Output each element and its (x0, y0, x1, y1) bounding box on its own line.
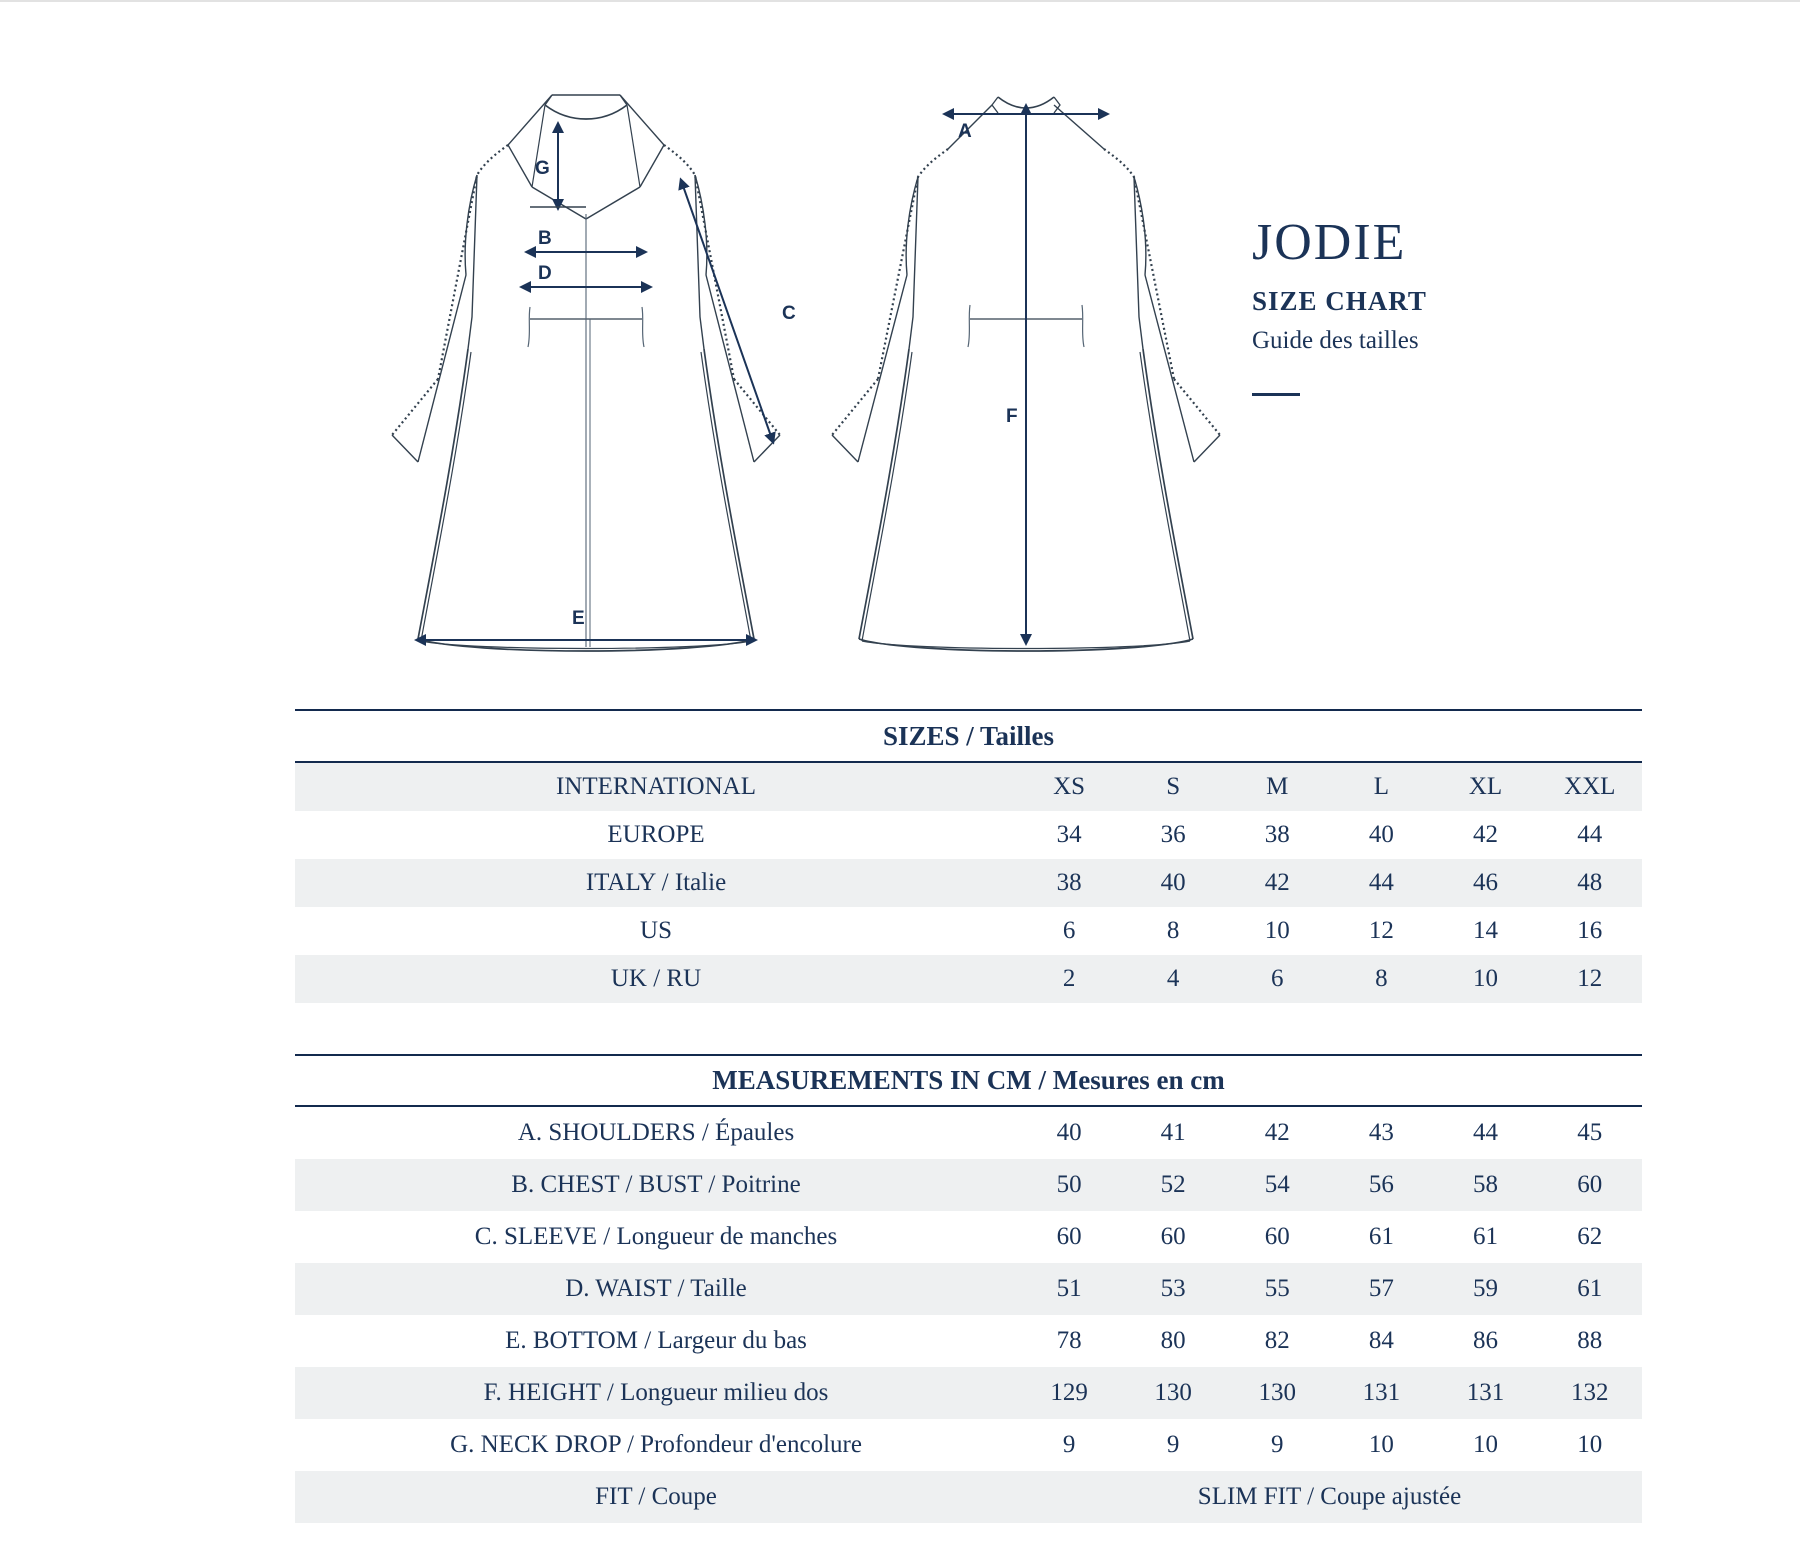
svg-text:B: B (538, 228, 552, 249)
svg-text:G: G (535, 158, 550, 179)
svg-text:D: D (538, 263, 552, 284)
svg-text:C: C (782, 303, 796, 324)
svg-text:E: E (572, 608, 585, 629)
svg-text:F: F (1006, 406, 1018, 427)
svg-text:A: A (958, 121, 972, 142)
